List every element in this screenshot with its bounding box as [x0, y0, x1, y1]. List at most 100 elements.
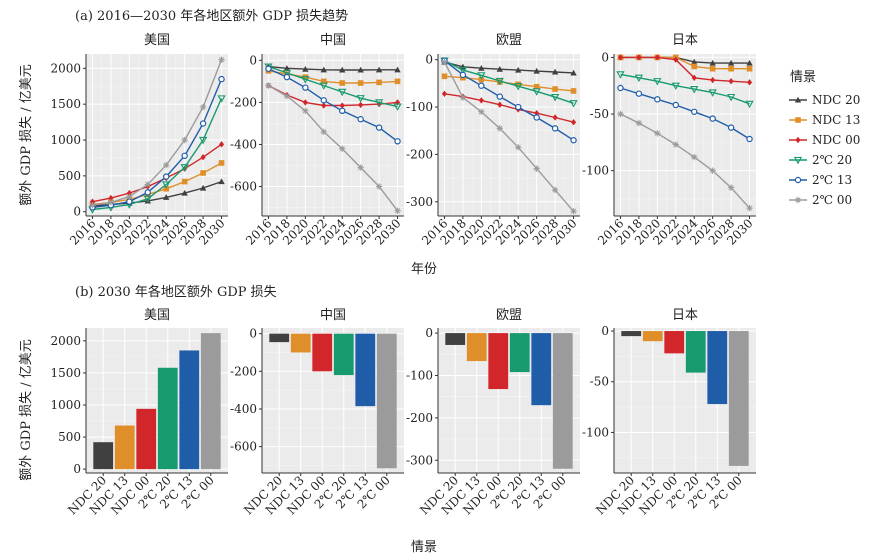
data-point [672, 101, 679, 109]
data-point [691, 153, 698, 161]
data-point [551, 125, 559, 132]
line-x-axis-title: 年份 [411, 262, 437, 277]
data-point [534, 110, 540, 117]
bar-ndc-20 [445, 333, 466, 345]
legend-swatch-marker [794, 96, 802, 103]
data-point [302, 99, 308, 106]
y-tick-label: -300 [406, 453, 433, 467]
data-point [265, 65, 272, 72]
bar-2c-20 [333, 333, 354, 376]
data-point [496, 65, 503, 72]
data-point [200, 154, 206, 161]
data-point [635, 119, 643, 127]
bar-2c-00 [552, 333, 573, 469]
data-point [478, 97, 484, 104]
y-tick-label: 0 [601, 324, 609, 338]
data-point [144, 197, 151, 204]
data-point [709, 65, 716, 72]
data-point [163, 173, 170, 180]
series-2c-13 [441, 57, 577, 144]
bar-2c-13 [355, 333, 376, 407]
data-point [570, 137, 577, 144]
data-point [357, 116, 364, 123]
y-tick-label: -300 [406, 195, 433, 209]
data-point [301, 76, 310, 84]
section-b-title: (b) 2030 年各地区额外 GDP 损失 [75, 284, 277, 300]
data-point [356, 95, 365, 103]
data-point [283, 73, 291, 81]
data-point [654, 54, 660, 61]
y-tick-label: 0 [73, 205, 81, 219]
y-tick-label: 0 [249, 327, 257, 341]
data-point [374, 99, 384, 107]
data-point [199, 120, 207, 127]
y-tick-label: 0 [425, 326, 433, 340]
data-point [144, 181, 151, 188]
data-point [180, 164, 189, 172]
line-panels: 美国05001000150020002016201820202022202420… [50, 33, 756, 248]
data-point [533, 83, 540, 90]
data-point [709, 167, 716, 174]
panel-title: 日本 [672, 308, 698, 323]
data-point [283, 65, 291, 71]
data-point [441, 90, 448, 97]
data-point [672, 141, 679, 148]
y-tick-label: 1000 [50, 133, 81, 147]
legend-swatch-marker [795, 117, 801, 123]
data-point [728, 77, 734, 85]
y-tick-label: -200 [406, 147, 433, 161]
data-point [690, 86, 699, 94]
data-point [302, 107, 309, 115]
data-point [357, 80, 364, 86]
y-tick-label: 0 [425, 53, 433, 67]
data-point [550, 93, 560, 102]
series-line [620, 87, 750, 140]
panel-title: 美国 [144, 33, 170, 48]
data-point [532, 88, 541, 96]
bar-ndc-00 [664, 331, 685, 354]
data-point [617, 84, 624, 92]
bar-2c-13 [707, 331, 728, 405]
data-point [320, 97, 327, 104]
series-ndc-00 [617, 54, 753, 86]
data-point [515, 144, 522, 151]
data-point [478, 82, 485, 89]
data-point [163, 194, 170, 200]
data-point [144, 189, 151, 196]
data-point [393, 103, 402, 111]
data-point [727, 184, 735, 191]
data-point [394, 207, 401, 214]
data-point [533, 67, 540, 74]
bar-ndc-00 [488, 333, 509, 390]
data-point [728, 65, 734, 72]
bar-ndc-00 [136, 408, 157, 470]
legend-item-ndc-20: NDC 20 [789, 93, 860, 107]
data-point [515, 66, 522, 73]
line-panel-china: 中国0-200-400-6002016201820202022202420262… [230, 33, 404, 248]
data-point [339, 145, 346, 152]
data-point [181, 189, 188, 196]
data-point [218, 141, 225, 148]
series-2c-13 [265, 65, 401, 145]
panel-title: 日本 [672, 33, 698, 48]
series-line [268, 84, 399, 212]
y-tick-label: 0 [249, 53, 257, 67]
data-point [218, 56, 225, 63]
series-line [92, 98, 223, 211]
data-point [514, 83, 523, 91]
data-point [691, 74, 697, 81]
data-point [283, 92, 291, 100]
legend-label: 2℃ 13 [812, 173, 852, 187]
line-panel-eu: 欧盟0-100-200-3002016201820202022202420262… [406, 33, 580, 248]
data-point [570, 208, 577, 215]
series-line [444, 59, 574, 104]
data-point [181, 136, 188, 144]
bar-2c-13 [179, 350, 200, 470]
bar-ndc-13 [466, 333, 487, 362]
bar-2c-00 [376, 333, 397, 469]
panel-title: 美国 [144, 308, 170, 323]
data-point [671, 82, 680, 91]
panel-title: 欧盟 [496, 308, 522, 323]
